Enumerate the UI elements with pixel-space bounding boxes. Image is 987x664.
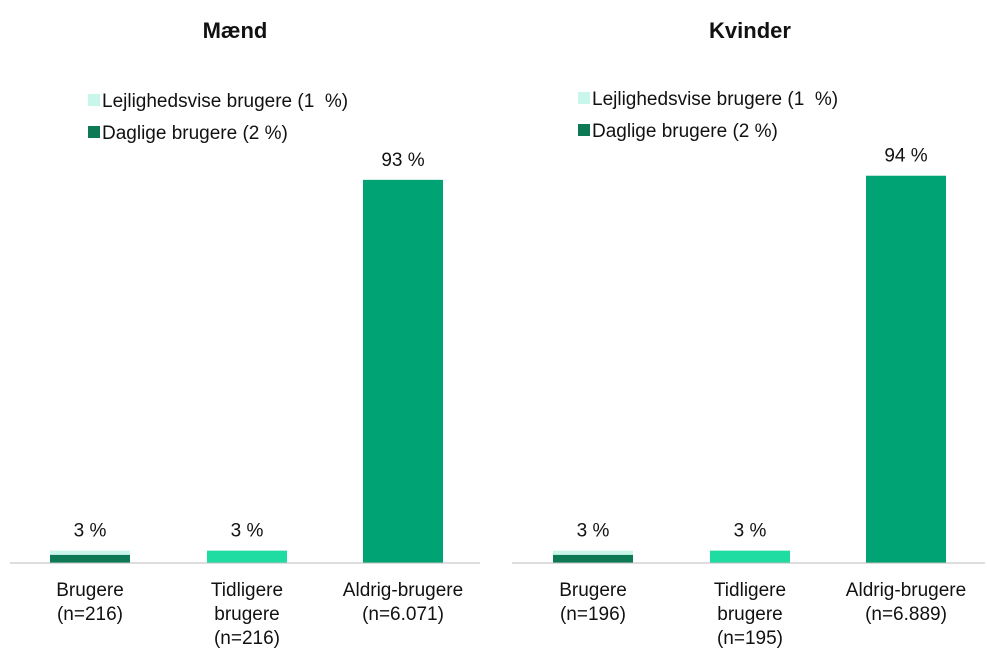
x-tick-label: (n=216) <box>57 604 123 625</box>
bar-segment <box>553 550 633 555</box>
x-tick-label: Aldrig-brugere <box>846 580 966 601</box>
chart-title: Mænd <box>203 18 268 43</box>
legend-swatch <box>88 94 100 106</box>
x-tick-label: Brugere <box>56 580 124 601</box>
bar-segment <box>50 554 130 563</box>
x-tick-label: (n=6.889) <box>865 604 947 625</box>
legend-label: Daglige brugere (2 %) <box>102 123 288 144</box>
x-tick-label: (n=216) <box>214 628 280 649</box>
x-tick-label: (n=6.071) <box>362 604 444 625</box>
value-label: 3 % <box>734 521 767 542</box>
value-label: 3 % <box>74 521 107 542</box>
x-tick-label: Aldrig-brugere <box>343 580 463 601</box>
legend-swatch <box>578 124 590 136</box>
legend-swatch <box>578 92 590 104</box>
bar <box>363 179 443 563</box>
bar <box>866 175 946 563</box>
bar <box>207 550 287 563</box>
bar <box>710 550 790 563</box>
value-label: 3 % <box>231 521 264 542</box>
value-label: 3 % <box>577 521 610 542</box>
x-tick-label: brugere <box>214 604 280 625</box>
legend-label: Lejlighedsvise brugere (1 %) <box>592 89 838 110</box>
legend-label: Daglige brugere (2 %) <box>592 121 778 142</box>
x-tick-label: Tidligere <box>211 580 283 601</box>
x-tick-label: Brugere <box>559 580 627 601</box>
x-tick-label: (n=196) <box>560 604 626 625</box>
value-label: 93 % <box>381 150 424 171</box>
x-tick-label: (n=195) <box>717 628 783 649</box>
legend-label: Lejlighedsvise brugere (1 %) <box>102 91 348 112</box>
x-tick-label: Tidligere <box>714 580 786 601</box>
chart-title: Kvinder <box>709 18 791 43</box>
value-label: 94 % <box>884 146 927 167</box>
legend-swatch <box>88 126 100 138</box>
bar-segment <box>553 554 633 563</box>
bar-segment <box>50 550 130 555</box>
x-tick-label: brugere <box>717 604 783 625</box>
